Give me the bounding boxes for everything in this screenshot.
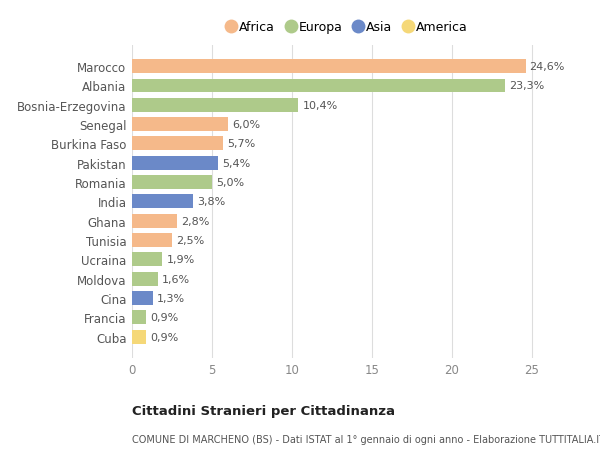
Bar xyxy=(132,195,193,209)
Bar xyxy=(132,99,298,112)
Text: 5,7%: 5,7% xyxy=(227,139,256,149)
Text: 10,4%: 10,4% xyxy=(302,101,338,111)
Text: 2,8%: 2,8% xyxy=(181,216,209,226)
Text: 3,8%: 3,8% xyxy=(197,197,225,207)
Text: 1,6%: 1,6% xyxy=(161,274,190,284)
Bar xyxy=(132,234,172,247)
Text: 5,4%: 5,4% xyxy=(223,158,251,168)
Bar xyxy=(132,291,153,305)
Bar xyxy=(132,79,505,93)
Bar xyxy=(132,157,218,170)
Text: 23,3%: 23,3% xyxy=(509,81,544,91)
Text: COMUNE DI MARCHENO (BS) - Dati ISTAT al 1° gennaio di ogni anno - Elaborazione T: COMUNE DI MARCHENO (BS) - Dati ISTAT al … xyxy=(132,434,600,444)
Text: 6,0%: 6,0% xyxy=(232,120,260,130)
Bar xyxy=(132,272,158,286)
Text: 24,6%: 24,6% xyxy=(530,62,565,72)
Bar xyxy=(132,311,146,325)
Text: 0,9%: 0,9% xyxy=(151,332,179,342)
Bar xyxy=(132,137,223,151)
Bar xyxy=(132,214,177,228)
Bar xyxy=(132,60,526,74)
Text: 0,9%: 0,9% xyxy=(151,313,179,323)
Bar xyxy=(132,176,212,190)
Bar xyxy=(132,330,146,344)
Text: 1,9%: 1,9% xyxy=(166,255,194,265)
Legend: Africa, Europa, Asia, America: Africa, Europa, Asia, America xyxy=(228,21,468,34)
Text: Cittadini Stranieri per Cittadinanza: Cittadini Stranieri per Cittadinanza xyxy=(132,404,395,417)
Bar xyxy=(132,253,163,267)
Text: 1,3%: 1,3% xyxy=(157,293,185,303)
Text: 2,5%: 2,5% xyxy=(176,235,204,246)
Bar xyxy=(132,118,228,132)
Text: 5,0%: 5,0% xyxy=(216,178,244,188)
